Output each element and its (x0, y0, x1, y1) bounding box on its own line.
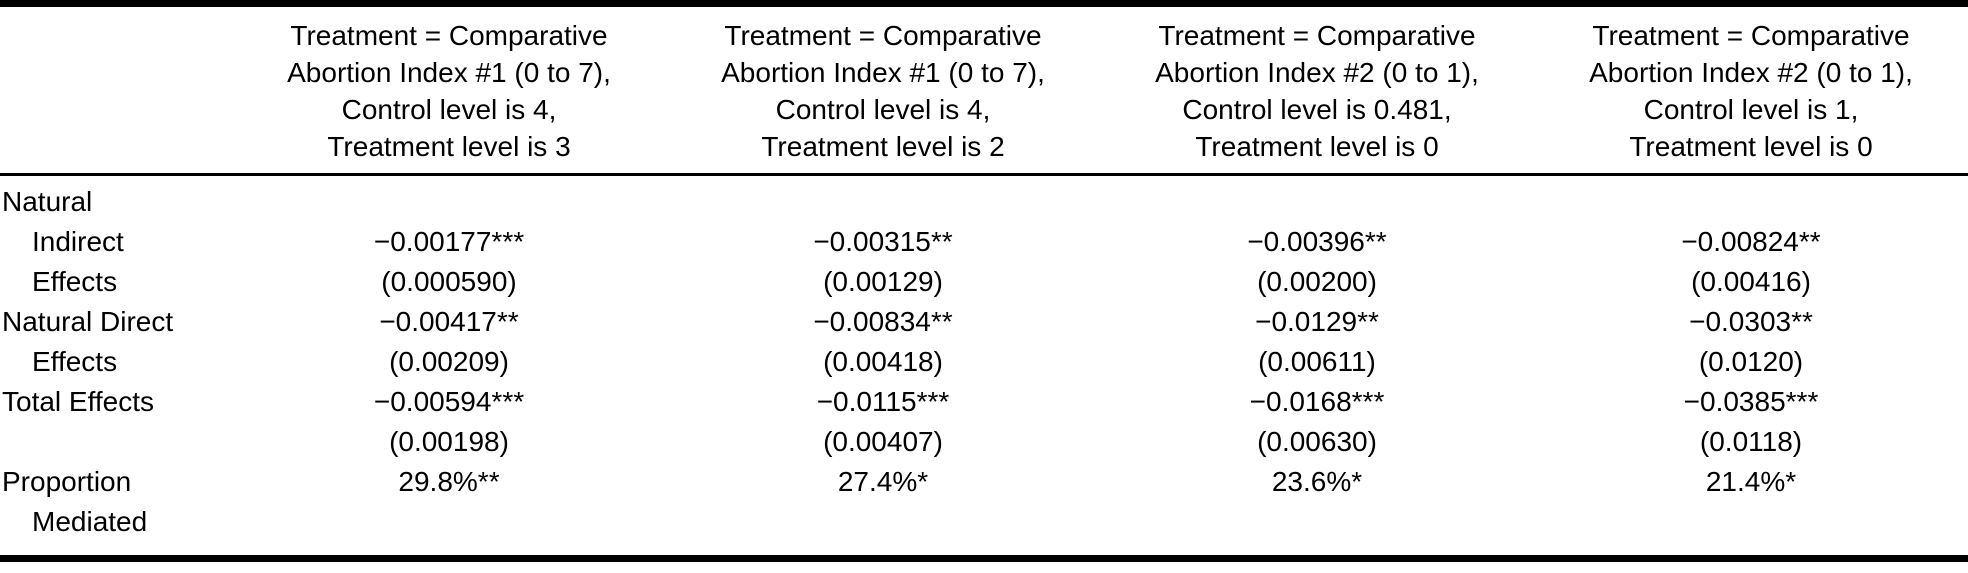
cell-value: −0.0115*** (816, 386, 950, 417)
table-row: Indirect −0.00177*** −0.00315** −0.00396** −… (0, 222, 1968, 262)
row-label: Proportion (2, 466, 132, 497)
cell-value: (0.00200) (1257, 266, 1377, 297)
table-row: Effects (0.000590) (0.00129) (0.00200) (0.00… (0, 262, 1968, 302)
cell-value: −0.0129** (1255, 306, 1379, 337)
column-header-line: Treatment level is 2 (761, 131, 1005, 162)
table-row: Natural (0, 182, 1968, 222)
cell-value: (0.00407) (823, 426, 943, 457)
column-header-line: Control level is 4, (341, 94, 557, 125)
cell-value: (0.00416) (1691, 266, 1811, 297)
cell-value (1100, 182, 1534, 222)
cell-value: (0.00198) (389, 426, 509, 457)
column-header-line: Treatment = Comparative (1158, 20, 1476, 51)
cell-value: (0.0120) (1698, 346, 1804, 377)
cell-value: −0.00177*** (373, 226, 525, 257)
column-header-line: Control level is 4, (775, 94, 991, 125)
cell-value: −0.00396** (1247, 226, 1387, 257)
row-label: Mediated (32, 506, 148, 537)
cell-value: −0.00834** (813, 306, 953, 337)
cell-value (232, 502, 666, 542)
row-label: Total Effects (2, 386, 155, 417)
table-top-rule (0, 0, 1968, 7)
column-header-line: Abortion Index #1 (0 to 7), (721, 57, 1045, 88)
table-row: Total Effects −0.00594*** −0.0115*** −0.016… (0, 382, 1968, 422)
column-header-line: Abortion Index #1 (0 to 7), (287, 57, 611, 88)
cell-value (1100, 502, 1534, 542)
column-header-line: Control level is 1, (1643, 94, 1859, 125)
cell-value: −0.00315** (813, 226, 953, 257)
cell-value: (0.000590) (381, 266, 517, 297)
column-header-line: Treatment = Comparative (290, 20, 608, 51)
cell-value: −0.0303** (1689, 306, 1813, 337)
cell-value: (0.0118) (1699, 426, 1803, 457)
cell-value: −0.00417** (379, 306, 519, 337)
table-row: Natural Direct −0.00417** −0.00834** −0.012… (0, 302, 1968, 342)
row-label: Natural Direct (2, 306, 174, 337)
cell-value: (0.00129) (823, 266, 943, 297)
column-header: Treatment = Comparative Abortion Index #1… (666, 17, 1100, 165)
table-bottom-rule (0, 555, 1968, 562)
column-header-line: Treatment = Comparative (1592, 20, 1910, 51)
column-header: Treatment = Comparative Abortion Index #1… (232, 17, 666, 165)
table-row: Proportion 29.8%** 27.4%* 23.6%* 21.4%* (0, 462, 1968, 502)
table-body: Natural Indirect −0.00177*** −0.00315** −0.0… (0, 176, 1968, 542)
cell-value: (0.00630) (1257, 426, 1377, 457)
column-header: Treatment = Comparative Abortion Index #2… (1534, 17, 1968, 165)
column-header: Treatment = Comparative Abortion Index #2… (1100, 17, 1534, 165)
cell-value (232, 182, 666, 222)
column-header-line: Abortion Index #2 (0 to 1), (1589, 57, 1913, 88)
row-label-column-spacer (0, 17, 232, 165)
row-label (0, 422, 232, 462)
table-header-row: Treatment = Comparative Abortion Index #1… (0, 7, 1968, 173)
row-label: Indirect (32, 226, 124, 257)
table-row: (0.00198) (0.00407) (0.00630) (0.0118) (0, 422, 1968, 462)
cell-value (666, 502, 1100, 542)
cell-value: −0.00824** (1681, 226, 1821, 257)
cell-value: 29.8%** (398, 466, 500, 497)
cell-value (666, 182, 1100, 222)
cell-value: 27.4%* (837, 466, 929, 497)
table-row: Effects (0.00209) (0.00418) (0.00611) (0.012… (0, 342, 1968, 382)
row-label: Effects (32, 266, 118, 297)
column-header-line: Treatment level is 0 (1629, 131, 1873, 162)
cell-value: −0.0385*** (1683, 386, 1819, 417)
row-label: Effects (32, 346, 118, 377)
cell-value: 21.4%* (1705, 466, 1797, 497)
cell-value (1534, 182, 1968, 222)
table-row: Mediated (0, 502, 1968, 542)
column-header-line: Abortion Index #2 (0 to 1), (1155, 57, 1479, 88)
column-header-line: Treatment level is 0 (1195, 131, 1439, 162)
cell-value: −0.00594*** (373, 386, 525, 417)
column-header-line: Treatment level is 3 (327, 131, 571, 162)
cell-value: (0.00209) (389, 346, 509, 377)
cell-value: (0.00418) (823, 346, 943, 377)
column-header-line: Treatment = Comparative (724, 20, 1042, 51)
table-header-rule (0, 173, 1968, 176)
row-label: Natural (2, 186, 93, 217)
cell-value: 23.6%* (1271, 466, 1363, 497)
cell-value (1534, 502, 1968, 542)
cell-value: (0.00611) (1258, 346, 1376, 377)
column-header-line: Control level is 0.481, (1182, 94, 1452, 125)
cell-value: −0.0168*** (1249, 386, 1385, 417)
